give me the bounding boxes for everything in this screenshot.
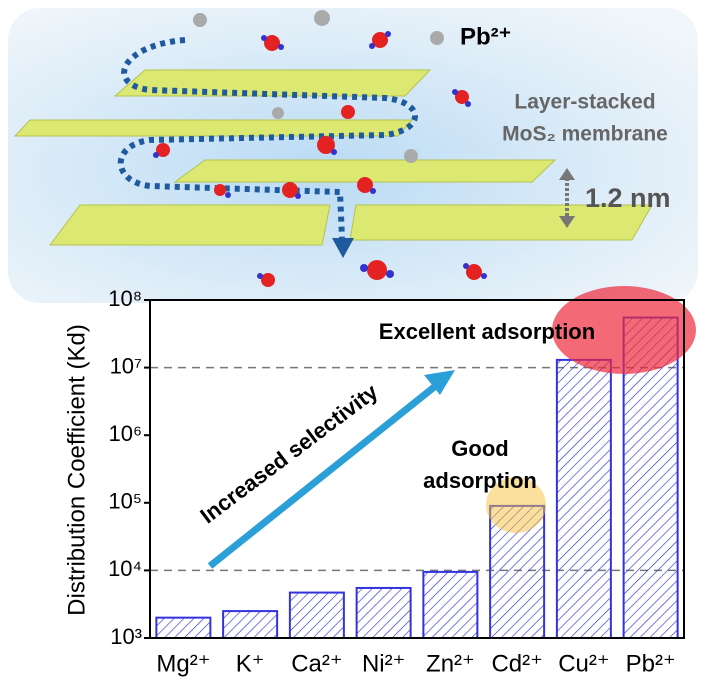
y-tick-label: 10⁶	[108, 421, 142, 446]
y-axis-label: Distribution Coefficient (Kd)	[63, 324, 90, 616]
bar	[156, 618, 210, 638]
x-tick-label: Cu²⁺	[558, 650, 609, 677]
x-tick-label: Cd²⁺	[491, 650, 542, 677]
membrane-label: Layer-stacked	[514, 91, 655, 114]
x-tick-label: Zn²⁺	[426, 650, 475, 677]
bar	[357, 588, 411, 638]
bar	[423, 572, 477, 638]
y-tick-label: 10⁷	[110, 353, 142, 378]
x-tick-label: Mg²⁺	[156, 650, 210, 677]
membrane-label: MoS₂ membrane	[502, 123, 668, 146]
y-tick-label: 10⁸	[108, 286, 142, 311]
x-tick-label: Ni²⁺	[362, 650, 405, 677]
y-tick-label: 10⁵	[108, 489, 142, 514]
illustration	[8, 8, 698, 303]
annotation: adsorption	[423, 468, 537, 493]
spacing-label: 1.2 nm	[585, 183, 671, 213]
y-tick-label: 10³	[110, 624, 142, 649]
bar	[557, 360, 611, 638]
annotation: Good	[451, 436, 508, 461]
x-tick-label: K⁺	[236, 650, 265, 677]
y-tick-label: 10⁴	[108, 556, 142, 581]
bar	[290, 593, 344, 638]
x-tick-label: Ca²⁺	[291, 650, 342, 677]
page: Pb²⁺ Layer-stacked MoS₂ membrane 1.2 nm …	[0, 0, 714, 687]
ion-label: Pb²⁺	[460, 23, 511, 50]
annotation: Excellent adsorption	[379, 319, 595, 344]
bar	[223, 611, 277, 638]
x-tick-label: Pb²⁺	[626, 650, 676, 677]
